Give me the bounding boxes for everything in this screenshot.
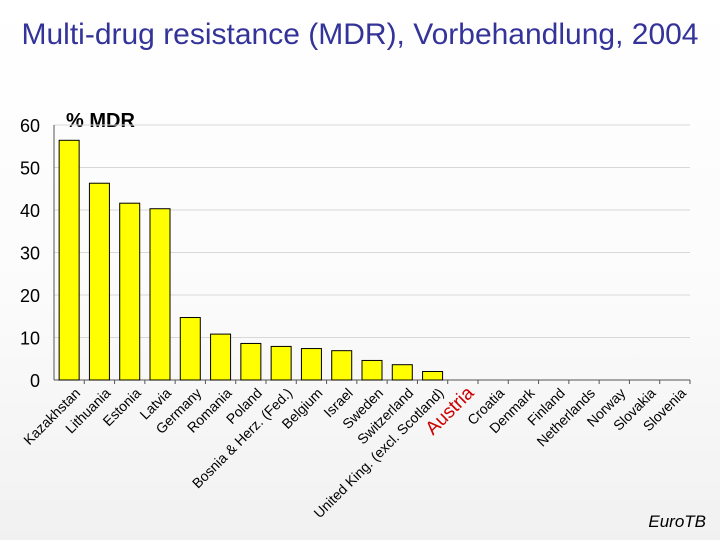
bar <box>331 350 353 381</box>
source-label: EuroTB <box>648 512 706 531</box>
y-axis-label: % MDR <box>66 110 135 132</box>
y-tick-label: 40 <box>20 201 40 221</box>
bar <box>179 317 201 381</box>
bar <box>210 333 232 381</box>
y-tick-label: 10 <box>20 329 40 349</box>
bar <box>422 371 444 381</box>
bar <box>270 345 292 381</box>
bar <box>391 364 413 381</box>
chart-title: Multi-drug resistance (MDR), Vorbehandlu… <box>21 18 699 51</box>
bar <box>149 208 171 381</box>
bar <box>88 182 110 381</box>
bar <box>240 342 262 381</box>
bar <box>58 139 80 381</box>
y-tick-label: 20 <box>20 286 40 306</box>
y-tick-label: 30 <box>20 244 40 264</box>
bar <box>361 359 383 381</box>
y-tick-label: 60 <box>20 116 40 136</box>
bar <box>300 348 322 381</box>
y-tick-label: 0 <box>30 371 40 391</box>
y-tick-label: 50 <box>20 159 40 179</box>
bar <box>119 202 141 381</box>
